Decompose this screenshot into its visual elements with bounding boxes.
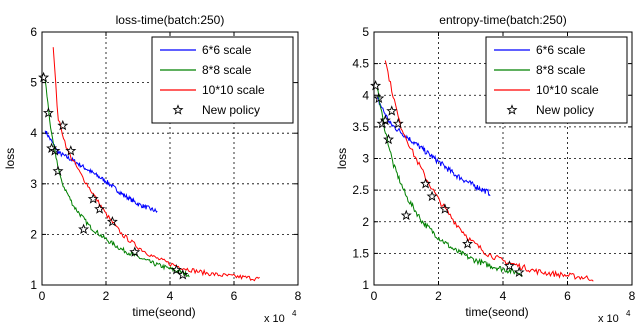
data-point-star (383, 133, 395, 145)
series-line-3 (52, 47, 260, 282)
legend-label-3: 10*10 scale (536, 83, 599, 97)
series-line-3 (384, 60, 594, 282)
y-tick-label: 1 (30, 278, 37, 292)
data-point-star (373, 92, 385, 104)
data-point-star (78, 223, 90, 235)
chart-title: entropy-time(batch:250) (439, 13, 566, 27)
legend-label-2: 8*8 scale (536, 63, 586, 77)
series-line-2 (44, 80, 190, 278)
x-tick-label: 4 (500, 289, 507, 303)
y-tick-label: 3.5 (352, 120, 369, 134)
data-point-star (38, 71, 50, 83)
y-tick-label: 1.5 (352, 246, 369, 260)
y-axis-label: loss (335, 148, 349, 169)
legend: 6*6 scale 8*8 scale 10*10 scale New policy (485, 36, 628, 124)
legend-label-4: New policy (202, 103, 260, 117)
x-tick-label: 8 (629, 289, 636, 303)
y-tick-label: 5 (362, 25, 369, 39)
x-scale-multiplier: x 10 (598, 313, 619, 325)
legend-label-1: 6*6 scale (536, 43, 586, 57)
legend-box (151, 36, 294, 124)
data-point-star (52, 165, 64, 176)
chart-title: loss-time(batch:250) (116, 13, 225, 27)
y-axis-label: loss (3, 148, 17, 169)
y-tick-label: 3 (30, 177, 37, 191)
data-point-star (57, 119, 69, 131)
data-point-star (439, 203, 451, 214)
data-point-star (170, 264, 182, 275)
legend-label-4: New policy (536, 103, 594, 117)
legend-label-3: 10*10 scale (202, 83, 265, 97)
data-point-star (426, 190, 438, 202)
data-point-star (503, 260, 515, 271)
data-point-star (65, 145, 77, 156)
data-point-star (513, 266, 525, 278)
data-point-star (129, 246, 141, 257)
data-point-star (392, 117, 404, 129)
series-line-1 (44, 130, 158, 213)
x-tick-label: 8 (295, 289, 302, 303)
data-point-star (106, 215, 118, 227)
x-axis-label: time(seond) (465, 305, 528, 319)
data-point-star (177, 269, 189, 280)
y-tick-label: 4 (362, 88, 369, 102)
x-axis-label: time(seond) (132, 305, 195, 319)
x-tick-label: 2 (103, 289, 110, 303)
x-scale-exponent: 4 (292, 309, 297, 318)
x-tick-label: 6 (564, 289, 571, 303)
data-point-star (386, 105, 398, 116)
data-point-star (94, 203, 106, 214)
y-tick-label: 2.5 (352, 183, 369, 197)
data-point-star (87, 193, 99, 204)
chart-panel-1: 0 2 4 6 8 1 2 3 4 5 6 loss-time(batch:250) time(seon… (3, 13, 302, 325)
x-scale-exponent: 4 (626, 309, 631, 318)
y-tick-label: 4.5 (352, 57, 369, 71)
data-point-star (49, 145, 61, 156)
data-point-star (379, 114, 391, 126)
data-point-star (370, 79, 382, 91)
x-tick-label: 0 (39, 289, 46, 303)
legend: 6*6 scale 8*8 scale 10*10 scale New policy (151, 36, 294, 124)
y-tick-label: 2 (30, 227, 37, 241)
y-tick-label: 1 (362, 278, 369, 292)
series-line-1 (376, 96, 491, 197)
x-scale-multiplier: x 10 (264, 313, 285, 325)
x-tick-label: 6 (231, 289, 238, 303)
y-tick-label: 4 (30, 126, 37, 140)
legend-marker-star (172, 104, 184, 115)
data-point-star (420, 178, 432, 189)
x-tick-label: 0 (371, 289, 378, 303)
chart-panel-2: 0 2 4 6 8 1 1.5 2 2.5 3 3.5 4 4.5 5 entropy-time(batch… (335, 13, 636, 325)
legend-marker-star (506, 104, 518, 115)
y-tick-label: 3 (362, 152, 369, 166)
data-point-star (400, 209, 412, 221)
series-line-2 (376, 88, 523, 278)
y-tick-label: 6 (30, 25, 37, 39)
legend-label-2: 8*8 scale (202, 63, 252, 77)
legend-label-1: 6*6 scale (202, 43, 252, 57)
data-point-star (42, 107, 54, 118)
x-tick-label: 2 (435, 289, 442, 303)
y-tick-label: 5 (30, 76, 37, 90)
data-point-star (462, 238, 474, 249)
x-tick-label: 4 (167, 289, 174, 303)
y-tick-label: 2 (362, 215, 369, 229)
